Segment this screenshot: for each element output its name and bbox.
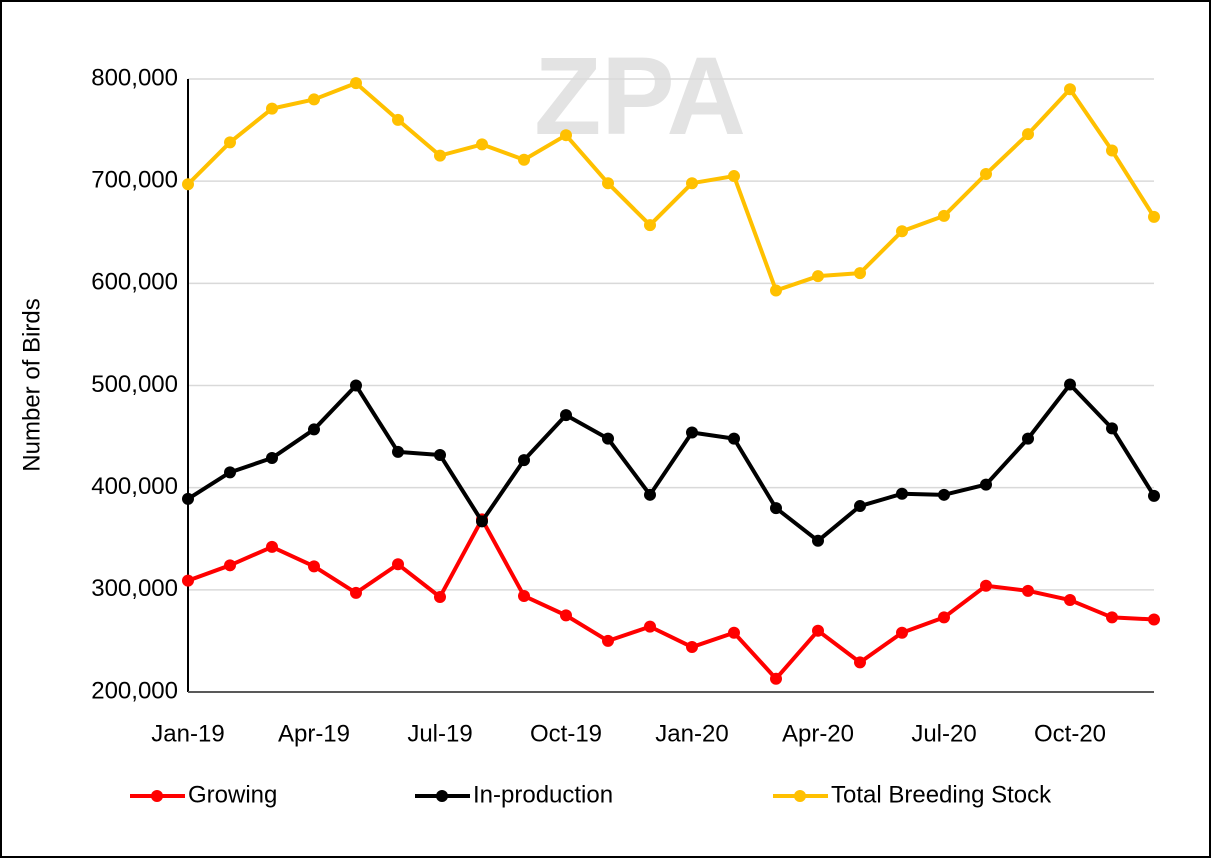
data-point [812,270,824,282]
data-point [392,558,404,570]
data-point [644,219,656,231]
y-tick-label: 200,000 [91,677,178,704]
data-point [308,93,320,105]
data-point [896,488,908,500]
x-tick-label: Jul-20 [911,720,976,747]
data-point [1064,83,1076,95]
data-point [392,114,404,126]
data-point [686,426,698,438]
data-point [1022,128,1034,140]
legend-label: In-production [473,781,613,808]
data-point [980,168,992,180]
data-point [980,479,992,491]
x-tick-label: Apr-19 [278,720,350,747]
y-tick-label: 600,000 [91,269,178,296]
data-point [1148,490,1160,502]
data-point [434,591,446,603]
data-point [392,446,404,458]
data-point [308,423,320,435]
data-point [854,656,866,668]
data-point [938,210,950,222]
x-tick-label: Oct-20 [1034,720,1106,747]
data-point [602,177,614,189]
legend-marker [436,790,448,802]
data-point [812,535,824,547]
data-point [938,611,950,623]
data-point [686,641,698,653]
chart: ZPA Number of Birds 200,000300,000400,00… [0,0,1211,858]
legend-label: Total Breeding Stock [831,781,1052,808]
data-point [812,625,824,637]
data-point [1022,585,1034,597]
data-point [518,590,530,602]
data-point [350,77,362,89]
data-point [1064,378,1076,390]
data-point [224,466,236,478]
x-tick-label: Jul-19 [407,720,472,747]
data-point [434,150,446,162]
data-point [560,129,572,141]
data-point [938,489,950,501]
data-point [896,225,908,237]
y-tick-label: 300,000 [91,575,178,602]
data-point [182,178,194,190]
data-point [434,449,446,461]
data-point [728,170,740,182]
data-point [1022,433,1034,445]
data-point [854,500,866,512]
data-point [266,452,278,464]
data-point [770,284,782,296]
data-point [1106,422,1118,434]
data-point [266,541,278,553]
data-point [1148,211,1160,223]
data-point [854,267,866,279]
data-point [476,515,488,527]
data-point [224,136,236,148]
data-point [182,575,194,587]
data-point [602,433,614,445]
y-tick-label: 400,000 [91,473,178,500]
data-point [686,177,698,189]
legend-label: Growing [188,781,277,808]
legend-marker [794,790,806,802]
x-tick-label: Oct-19 [530,720,602,747]
data-point [1148,613,1160,625]
data-point [728,433,740,445]
data-point [602,635,614,647]
y-tick-label: 500,000 [91,371,178,398]
data-point [560,409,572,421]
data-point [518,154,530,166]
data-point [518,454,530,466]
data-point [644,621,656,633]
x-tick-label: Jan-19 [151,720,224,747]
data-point [1064,594,1076,606]
data-point [560,609,572,621]
x-tick-label: Apr-20 [782,720,854,747]
y-tick-label: 700,000 [91,167,178,194]
y-tick-label: 800,000 [91,64,178,91]
data-point [728,627,740,639]
x-tick-label: Jan-20 [655,720,728,747]
data-point [224,559,236,571]
data-point [266,103,278,115]
data-point [308,560,320,572]
data-point [350,587,362,599]
data-point [182,493,194,505]
y-axis-label: Number of Birds [18,298,45,471]
data-point [770,673,782,685]
legend-marker [151,790,163,802]
data-point [770,502,782,514]
data-point [1106,611,1118,623]
data-point [980,580,992,592]
data-point [896,627,908,639]
data-point [644,489,656,501]
data-point [350,380,362,392]
data-point [1106,145,1118,157]
data-point [476,138,488,150]
